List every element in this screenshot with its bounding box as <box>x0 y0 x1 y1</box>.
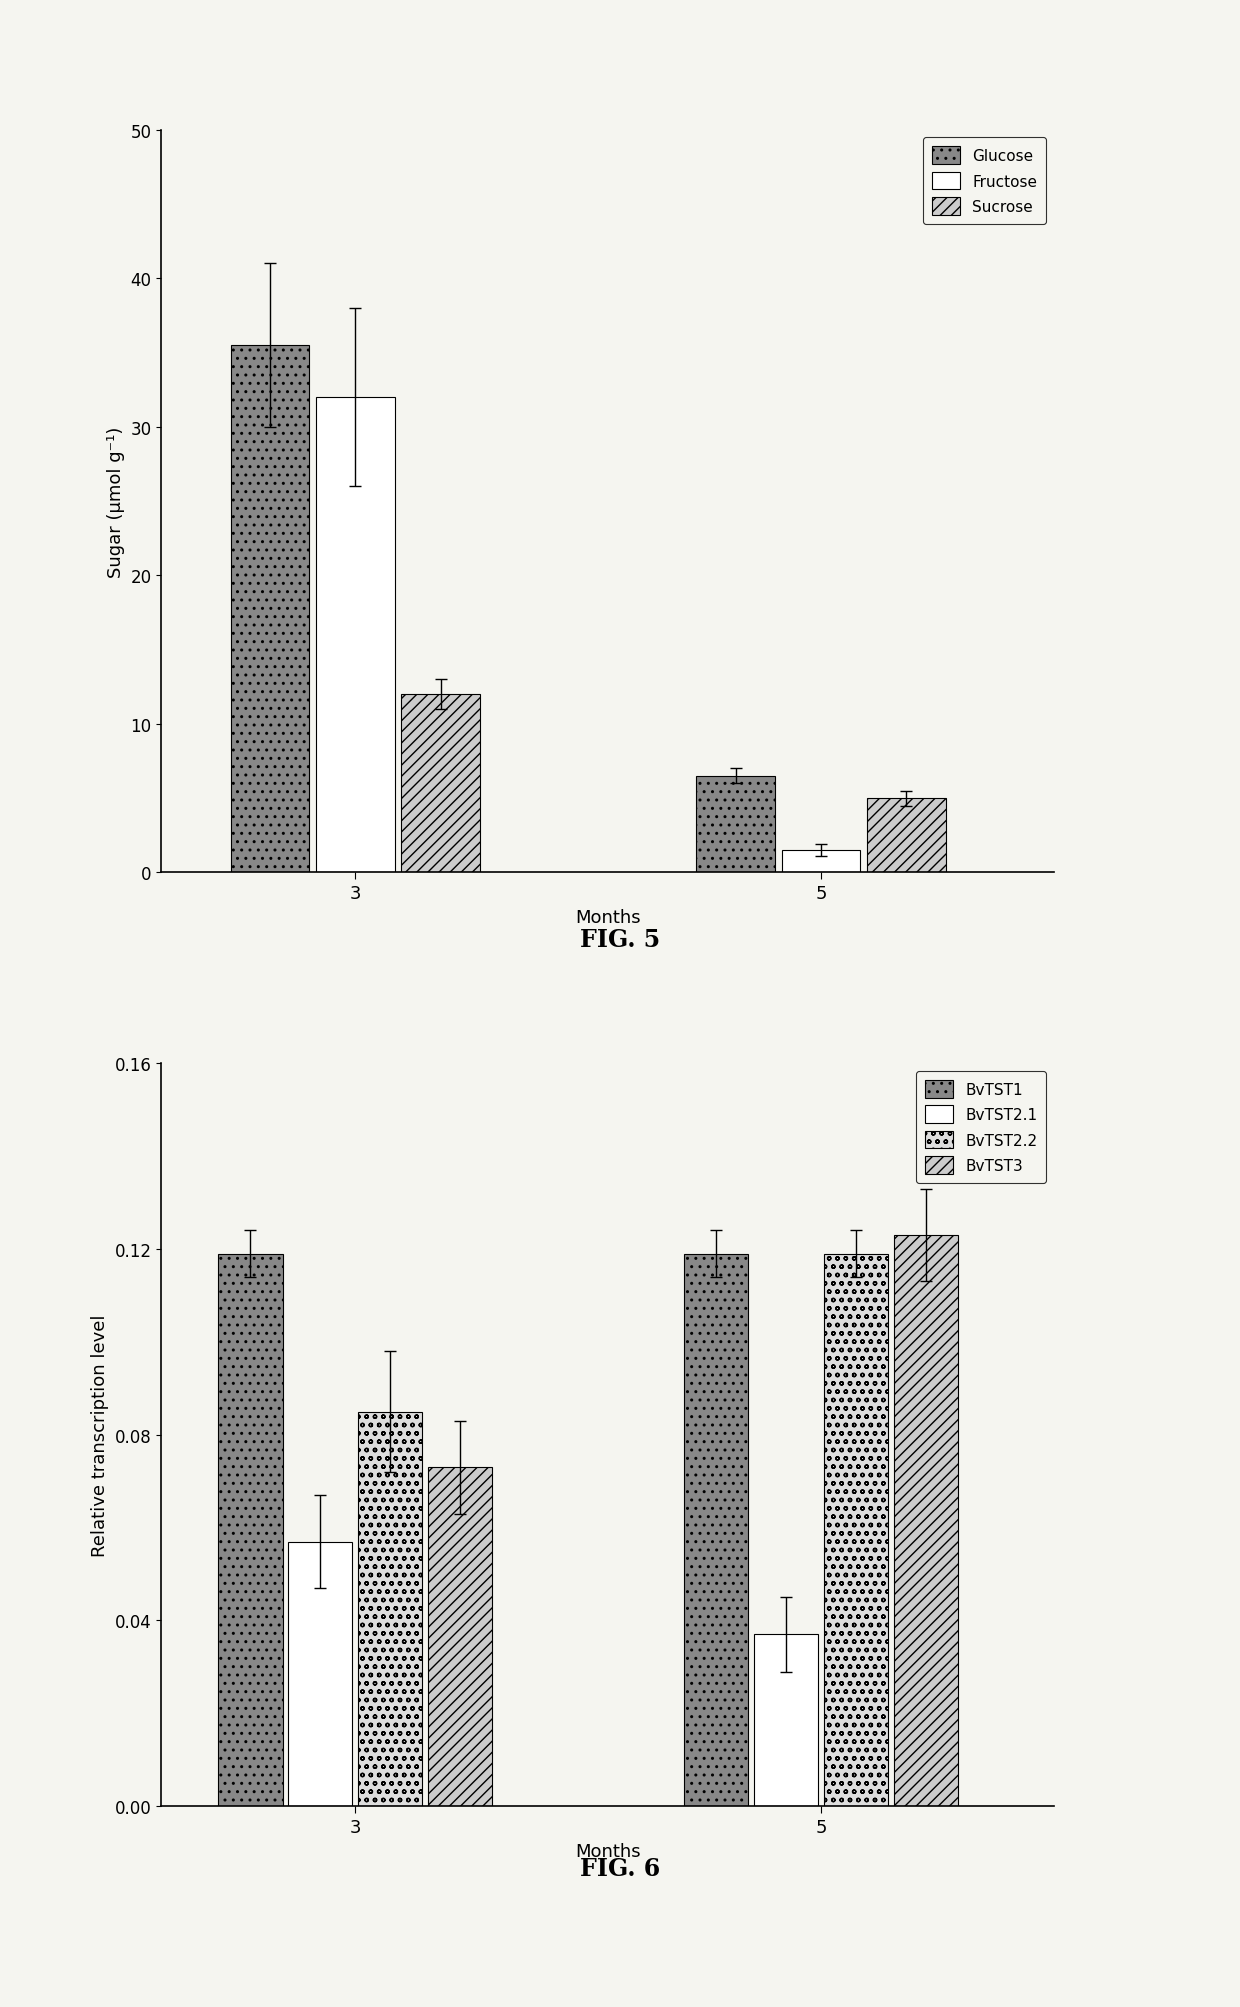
Legend: BvTST1, BvTST2.1, BvTST2.2, BvTST3: BvTST1, BvTST2.1, BvTST2.2, BvTST3 <box>916 1072 1047 1182</box>
Bar <box>697 777 775 873</box>
Legend: Glucose, Fructose, Sucrose: Glucose, Fructose, Sucrose <box>924 138 1047 225</box>
Bar <box>402 694 480 873</box>
X-axis label: Months: Months <box>575 1842 640 1860</box>
Bar <box>754 1634 818 1806</box>
Bar <box>316 397 394 873</box>
Bar <box>428 1467 492 1806</box>
Bar <box>867 799 946 873</box>
Bar <box>288 1541 352 1806</box>
Y-axis label: Relative transcription level: Relative transcription level <box>91 1315 109 1555</box>
Bar <box>218 1254 283 1806</box>
Text: FIG. 6: FIG. 6 <box>580 1856 660 1881</box>
Bar <box>781 851 861 873</box>
Text: FIG. 5: FIG. 5 <box>580 927 660 951</box>
Y-axis label: Sugar (μmol g⁻¹): Sugar (μmol g⁻¹) <box>107 425 125 578</box>
Bar <box>894 1236 959 1806</box>
X-axis label: Months: Months <box>575 909 640 927</box>
Bar <box>684 1254 749 1806</box>
Bar <box>358 1411 423 1806</box>
Bar <box>231 345 309 873</box>
Bar <box>823 1254 888 1806</box>
